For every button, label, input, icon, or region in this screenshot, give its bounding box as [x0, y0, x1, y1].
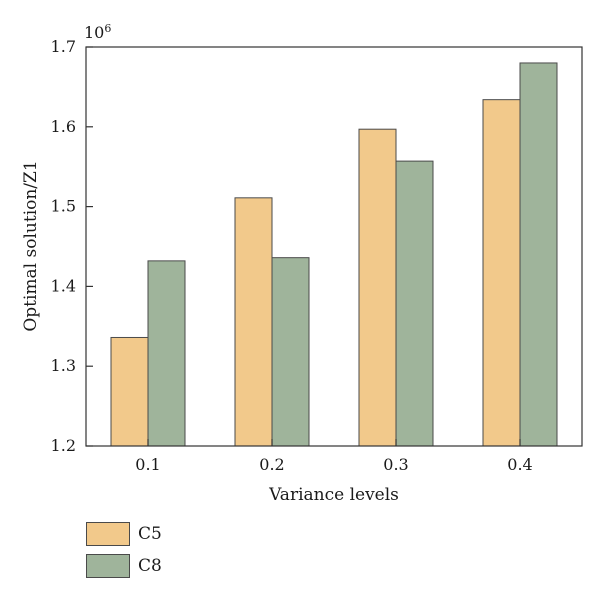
- bar-c5-0.1: [110, 336, 149, 447]
- bar-c8-0.2: [271, 257, 310, 447]
- x-tick-label: 0.4: [507, 455, 532, 474]
- x-tick-label: 0.2: [259, 455, 284, 474]
- x-tick-label: 0.1: [135, 455, 160, 474]
- bar-c8-0.4: [519, 62, 558, 447]
- bar-c8-0.3: [395, 160, 434, 447]
- bar-c5-0.2: [234, 197, 273, 447]
- legend-item-c8: C8: [86, 552, 162, 580]
- y-tick-label: 1.3: [51, 356, 76, 375]
- bar-c8-0.1: [147, 260, 186, 447]
- y-axis-ticks: 1.2 1.3 1.4 1.5 1.6 1.7: [51, 37, 93, 455]
- bars-group: [110, 62, 558, 447]
- y-tick-label: 1.4: [51, 276, 76, 295]
- bar-c5-0.3: [358, 128, 397, 447]
- y-tick-label: 1.2: [51, 436, 76, 455]
- legend-label-c8: C8: [138, 556, 162, 576]
- legend-swatch-c5: [86, 522, 130, 546]
- x-axis-ticks: 0.1 0.2 0.3 0.4: [135, 439, 533, 474]
- x-tick-label: 0.3: [383, 455, 408, 474]
- plot-frame: [85, 46, 583, 447]
- y-multiplier-base: 10: [84, 23, 104, 42]
- y-multiplier-exponent: 6: [104, 22, 111, 35]
- y-multiplier: 106: [84, 22, 111, 43]
- legend: C5 C8: [86, 520, 162, 584]
- legend-label-c5: C5: [138, 524, 162, 544]
- y-tick-label: 1.5: [51, 197, 76, 216]
- legend-item-c5: C5: [86, 520, 162, 548]
- y-axis-title: Optimal solution/Z1: [21, 160, 41, 331]
- legend-swatch-c8: [86, 554, 130, 578]
- y-tick-label: 1.7: [51, 37, 76, 56]
- y-tick-label: 1.6: [51, 117, 76, 136]
- x-axis-title: Variance levels: [268, 485, 399, 505]
- bar-c5-0.4: [482, 99, 521, 447]
